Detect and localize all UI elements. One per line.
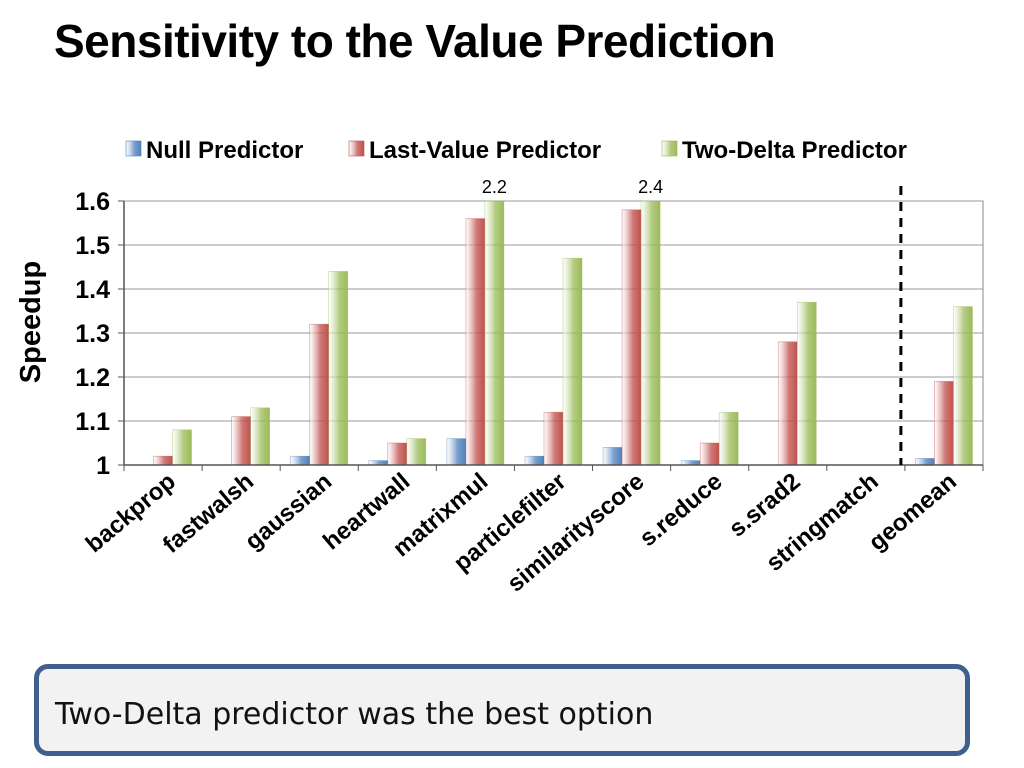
y-tick-label: 1: [96, 452, 110, 480]
bar: [562, 257, 583, 466]
bar: [699, 442, 720, 466]
bar: [328, 271, 349, 466]
bar: [915, 458, 935, 466]
page-title: Sensitivity to the Value Prediction: [54, 15, 776, 67]
bar: [446, 438, 467, 466]
y-axis-label: Speedup: [15, 261, 47, 383]
bar: [309, 323, 330, 466]
x-tick-label: s.reduce: [635, 468, 728, 552]
bar: [718, 411, 739, 466]
x-tick-label: similarityscore: [502, 468, 649, 598]
bar: [172, 429, 192, 466]
legend-swatch: [348, 140, 365, 157]
bar: [387, 442, 408, 466]
bar: [250, 407, 270, 466]
legend-swatch: [661, 140, 678, 157]
bar: [231, 416, 251, 466]
clipped-value-label: 2.4: [638, 177, 663, 197]
y-tick-label: 1.3: [75, 320, 110, 348]
bar: [934, 381, 954, 466]
bar: [465, 218, 486, 466]
chart-legend: Null Predictor Last-Value Predictor Two-De…: [125, 137, 907, 164]
bar: [602, 447, 623, 466]
bar: [953, 306, 973, 466]
y-tick-label: 1.1: [75, 408, 110, 436]
legend-label: Null Predictor: [146, 137, 303, 164]
legend-label: Two-Delta Predictor: [682, 137, 907, 164]
x-tick-label: geomean: [864, 468, 962, 556]
clipped-value-label: 2.2: [482, 177, 507, 197]
bar: [290, 455, 311, 466]
bar: [524, 455, 545, 466]
y-tick-label: 1.2: [75, 364, 110, 392]
y-tick-label: 1.6: [75, 188, 110, 216]
bar: [153, 455, 173, 466]
x-tick-label: gaussian: [240, 468, 337, 556]
bar: [406, 438, 427, 466]
conclusion-callout: Two-Delta predictor was the best option: [34, 664, 970, 756]
chart-axes: [118, 186, 984, 471]
y-tick-label: 1.5: [75, 232, 110, 260]
legend-swatch: [125, 140, 142, 157]
bar: [543, 411, 564, 466]
bar: [640, 200, 661, 466]
bar: [777, 341, 798, 466]
bar: [484, 200, 505, 466]
speedup-bar-chart: 11.11.21.31.41.51.6backpropfastwalshgaus…: [15, 137, 984, 598]
bar: [621, 209, 642, 466]
chart-bars: [153, 200, 973, 466]
bar: [796, 301, 817, 466]
callout-text: Two-Delta predictor was the best option: [55, 697, 654, 732]
y-tick-label: 1.4: [75, 276, 110, 304]
legend-label: Last-Value Predictor: [369, 137, 601, 164]
